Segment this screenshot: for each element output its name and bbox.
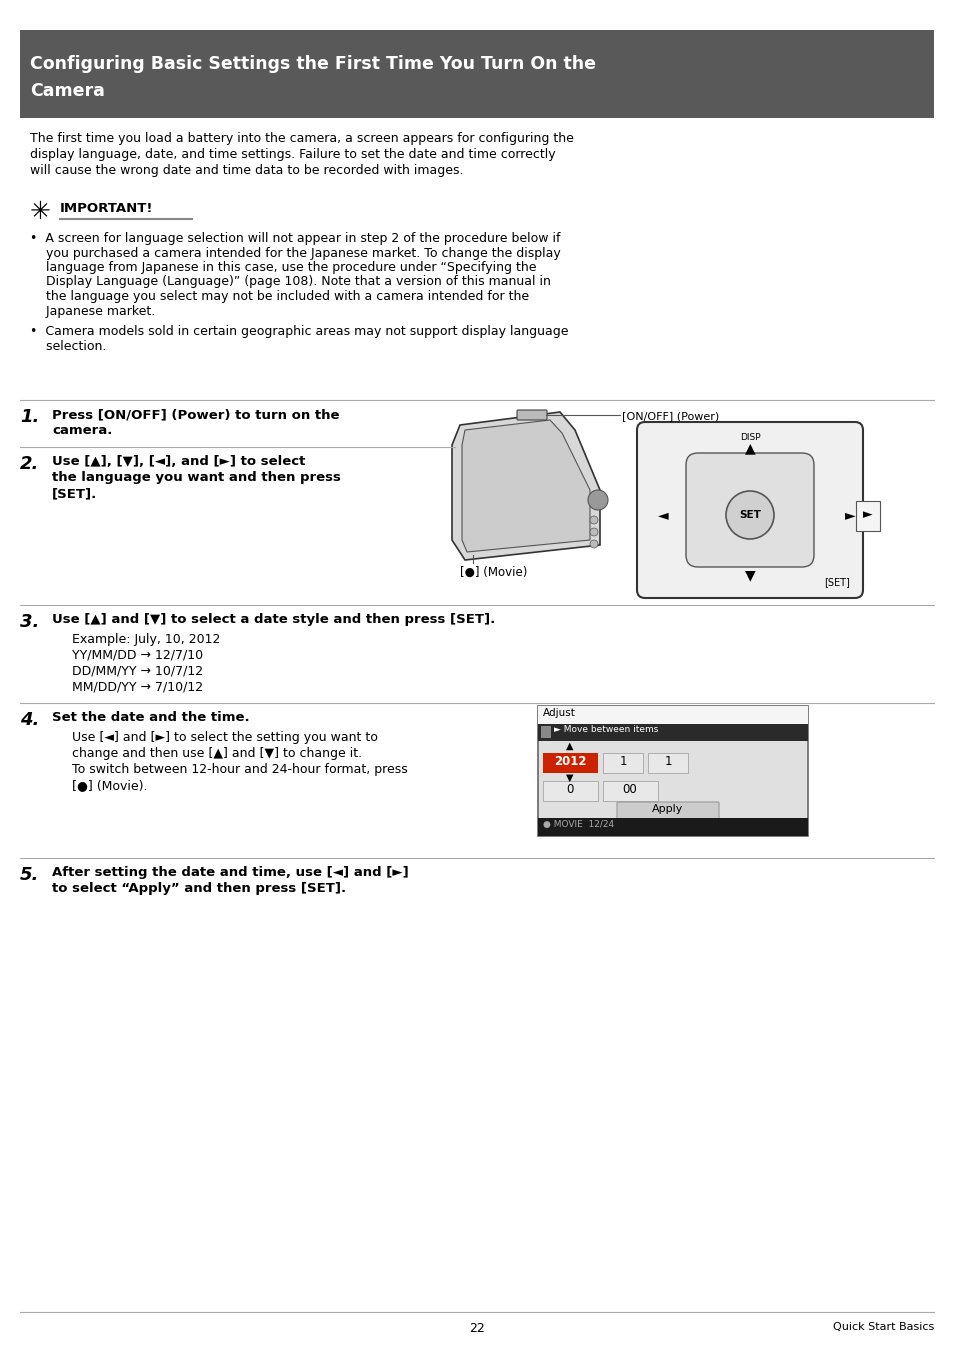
Text: 1: 1 [618,754,626,768]
FancyBboxPatch shape [542,753,598,773]
FancyBboxPatch shape [537,818,807,836]
Text: Quick Start Basics: Quick Start Basics [832,1322,933,1333]
Text: 3.: 3. [20,613,39,631]
Text: Display Language (Language)” (page 108). Note that a version of this manual in: Display Language (Language)” (page 108).… [30,275,550,289]
Text: display language, date, and time settings. Failure to set the date and time corr: display language, date, and time setting… [30,148,555,161]
FancyBboxPatch shape [685,453,813,567]
Text: ►: ► [843,508,855,522]
Text: Use [▲] and [▼] to select a date style and then press [SET].: Use [▲] and [▼] to select a date style a… [52,613,495,626]
Text: •  A screen for language selection will not appear in step 2 of the procedure be: • A screen for language selection will n… [30,232,560,246]
Text: ◄: ◄ [657,508,668,522]
FancyBboxPatch shape [542,782,598,801]
Text: Press [ON/OFF] (Power) to turn on the: Press [ON/OFF] (Power) to turn on the [52,408,339,421]
Text: Use [▲], [▼], [◄], and [►] to select: Use [▲], [▼], [◄], and [►] to select [52,455,305,468]
Text: change and then use [▲] and [▼] to change it.: change and then use [▲] and [▼] to chang… [71,746,362,760]
Text: ►: ► [862,509,872,521]
Text: Set the date and the time.: Set the date and the time. [52,711,250,725]
Text: selection.: selection. [30,339,107,353]
Text: 4.: 4. [20,711,39,729]
FancyBboxPatch shape [540,726,551,738]
Text: Japanese market.: Japanese market. [30,304,155,318]
Text: Example: July, 10, 2012: Example: July, 10, 2012 [71,632,220,646]
FancyBboxPatch shape [537,706,807,836]
FancyBboxPatch shape [637,422,862,598]
Text: you purchased a camera intended for the Japanese market. To change the display: you purchased a camera intended for the … [30,247,560,259]
FancyBboxPatch shape [647,753,687,773]
Text: ✳: ✳ [30,199,51,224]
Text: Apply: Apply [652,803,683,814]
Text: 2012: 2012 [553,754,586,768]
Text: SET: SET [739,510,760,520]
Text: ▼: ▼ [566,773,573,783]
FancyBboxPatch shape [855,501,879,531]
FancyBboxPatch shape [617,802,719,822]
Text: [SET].: [SET]. [52,487,97,499]
Text: [SET]: [SET] [823,577,849,588]
Text: 2.: 2. [20,455,39,474]
Text: ● MOVIE  12/24: ● MOVIE 12/24 [542,820,614,829]
Circle shape [589,540,598,548]
Circle shape [589,528,598,536]
FancyBboxPatch shape [20,30,933,118]
Text: Camera: Camera [30,81,105,100]
FancyBboxPatch shape [537,706,807,725]
Text: language from Japanese in this case, use the procedure under “Specifying the: language from Japanese in this case, use… [30,261,536,274]
Circle shape [587,490,607,510]
Text: [●] (Movie).: [●] (Movie). [71,779,148,792]
Text: ▲: ▲ [566,741,573,750]
Text: camera.: camera. [52,423,112,437]
Text: DISP: DISP [739,433,760,441]
Text: YY/MM/DD → 12/7/10: YY/MM/DD → 12/7/10 [71,649,203,662]
Text: 1: 1 [663,754,671,768]
Polygon shape [452,413,599,560]
Text: 5.: 5. [20,866,39,883]
Text: MM/DD/YY → 7/10/12: MM/DD/YY → 7/10/12 [71,681,203,693]
Text: Use [◄] and [►] to select the setting you want to: Use [◄] and [►] to select the setting yo… [71,731,377,744]
Text: •  Camera models sold in certain geographic areas may not support display langua: • Camera models sold in certain geograph… [30,324,568,338]
Text: the language you want and then press: the language you want and then press [52,471,340,484]
Text: ▼: ▼ [744,569,755,582]
Text: After setting the date and time, use [◄] and [►]: After setting the date and time, use [◄]… [52,866,408,879]
Text: 1.: 1. [20,408,39,426]
Text: IMPORTANT!: IMPORTANT! [60,202,153,214]
Circle shape [589,516,598,524]
FancyBboxPatch shape [517,410,546,421]
Text: [●] (Movie): [●] (Movie) [459,566,527,579]
Text: to select “Apply” and then press [SET].: to select “Apply” and then press [SET]. [52,882,346,896]
Text: To switch between 12-hour and 24-hour format, press: To switch between 12-hour and 24-hour fo… [71,763,407,776]
Text: ► Move between items: ► Move between items [554,725,658,734]
FancyBboxPatch shape [602,753,642,773]
FancyBboxPatch shape [537,725,807,741]
Text: 0: 0 [566,783,573,797]
Text: The first time you load a battery into the camera, a screen appears for configur: The first time you load a battery into t… [30,132,574,145]
Text: ▲: ▲ [744,441,755,455]
Text: the language you select may not be included with a camera intended for the: the language you select may not be inclu… [30,290,529,303]
Circle shape [725,491,773,539]
Text: DD/MM/YY → 10/7/12: DD/MM/YY → 10/7/12 [71,665,203,678]
Text: 00: 00 [622,783,637,797]
Text: Configuring Basic Settings the First Time You Turn On the: Configuring Basic Settings the First Tim… [30,56,596,73]
Text: [ON/OFF] (Power): [ON/OFF] (Power) [621,411,719,421]
Polygon shape [461,421,589,552]
FancyBboxPatch shape [602,782,658,801]
Text: Adjust: Adjust [542,708,576,718]
Text: will cause the wrong date and time data to be recorded with images.: will cause the wrong date and time data … [30,164,463,176]
Text: 22: 22 [469,1322,484,1335]
